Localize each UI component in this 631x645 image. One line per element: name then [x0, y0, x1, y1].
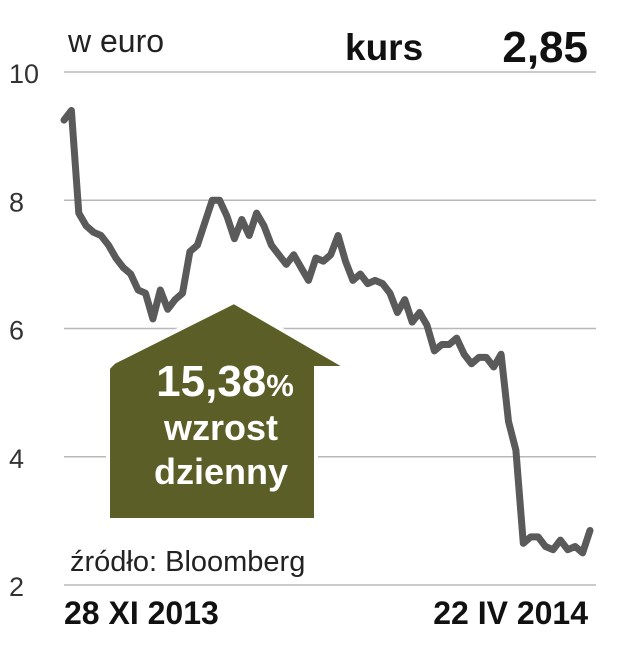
y-tick-label: 10	[9, 59, 39, 89]
data-point	[446, 341, 453, 348]
x-end-label: 22 IV 2014	[433, 595, 588, 631]
data-point	[164, 306, 171, 313]
data-point	[349, 277, 356, 284]
data-point	[490, 363, 497, 370]
data-point	[216, 197, 223, 204]
data-point	[305, 277, 312, 284]
data-point	[579, 549, 586, 556]
data-point	[386, 290, 393, 297]
source-label: źródło: Bloomberg	[70, 546, 305, 578]
data-point	[186, 248, 193, 255]
data-point	[68, 107, 75, 114]
data-point	[201, 219, 208, 226]
y-axis-ticks: 2 4 6 8 10	[9, 59, 39, 602]
y-tick-label: 8	[9, 187, 24, 217]
data-point	[179, 290, 186, 297]
y-tick-label: 6	[9, 316, 24, 346]
data-point	[520, 540, 527, 547]
data-point	[320, 258, 327, 265]
growth-badge: 15,38% wzrost dzienny	[106, 299, 356, 522]
data-point	[120, 264, 127, 271]
data-point	[342, 258, 349, 265]
price-label: kurs	[345, 27, 423, 68]
data-point	[512, 447, 519, 454]
data-point	[483, 354, 490, 361]
x-start-label: 28 XI 2013	[64, 595, 219, 631]
data-point	[416, 309, 423, 316]
data-point	[209, 197, 216, 204]
badge-arrow-shape	[106, 299, 356, 522]
data-point	[194, 242, 201, 249]
data-point	[587, 527, 593, 534]
data-point	[557, 537, 564, 544]
data-point	[372, 277, 379, 284]
data-point	[261, 222, 268, 229]
data-point	[535, 533, 542, 540]
data-point	[75, 210, 82, 217]
series-points	[61, 107, 593, 556]
data-point	[90, 229, 97, 236]
y-tick-label: 2	[9, 572, 24, 602]
data-point	[157, 287, 164, 294]
data-point	[246, 232, 253, 239]
data-point	[335, 232, 342, 239]
data-point	[461, 351, 468, 358]
data-point	[542, 543, 549, 550]
data-point	[453, 335, 460, 342]
data-point	[564, 546, 571, 553]
data-point	[290, 251, 297, 258]
data-point	[424, 322, 431, 329]
data-point	[298, 264, 305, 271]
badge-line-1: wzrost	[163, 407, 278, 448]
data-point	[231, 235, 238, 242]
price-value: 2,85	[502, 23, 588, 72]
data-point	[283, 261, 290, 268]
data-point	[505, 418, 512, 425]
data-point	[527, 533, 534, 540]
data-point	[475, 354, 482, 361]
series-line	[60, 107, 594, 557]
data-point	[401, 296, 408, 303]
data-point	[394, 309, 401, 316]
data-point	[498, 351, 505, 358]
data-point	[135, 287, 142, 294]
data-point	[223, 213, 230, 220]
data-point	[105, 242, 112, 249]
data-point	[364, 280, 371, 287]
data-point	[83, 222, 90, 229]
data-point	[172, 296, 179, 303]
y-tick-label: 4	[9, 444, 24, 474]
data-point	[572, 543, 579, 550]
data-point	[127, 270, 134, 277]
data-point	[112, 254, 119, 261]
badge-percent: 15,38%	[156, 357, 294, 406]
data-point	[438, 341, 445, 348]
data-point	[61, 117, 67, 124]
data-point	[275, 251, 282, 258]
data-point	[142, 290, 149, 297]
data-point	[357, 270, 364, 277]
badge-percent-value: 15,38	[156, 357, 266, 406]
badge-line-2: dzienny	[154, 451, 288, 492]
data-point	[379, 280, 386, 287]
data-point	[253, 210, 260, 217]
badge-percent-sign: %	[266, 368, 294, 403]
data-point	[238, 216, 245, 223]
data-point	[468, 360, 475, 367]
data-point	[149, 315, 156, 322]
data-point	[549, 546, 556, 553]
data-point	[431, 347, 438, 354]
data-point	[312, 254, 319, 261]
data-point	[98, 232, 105, 239]
data-point	[409, 319, 416, 326]
unit-label: w euro	[67, 23, 164, 59]
data-point	[327, 251, 334, 258]
data-point	[268, 242, 275, 249]
